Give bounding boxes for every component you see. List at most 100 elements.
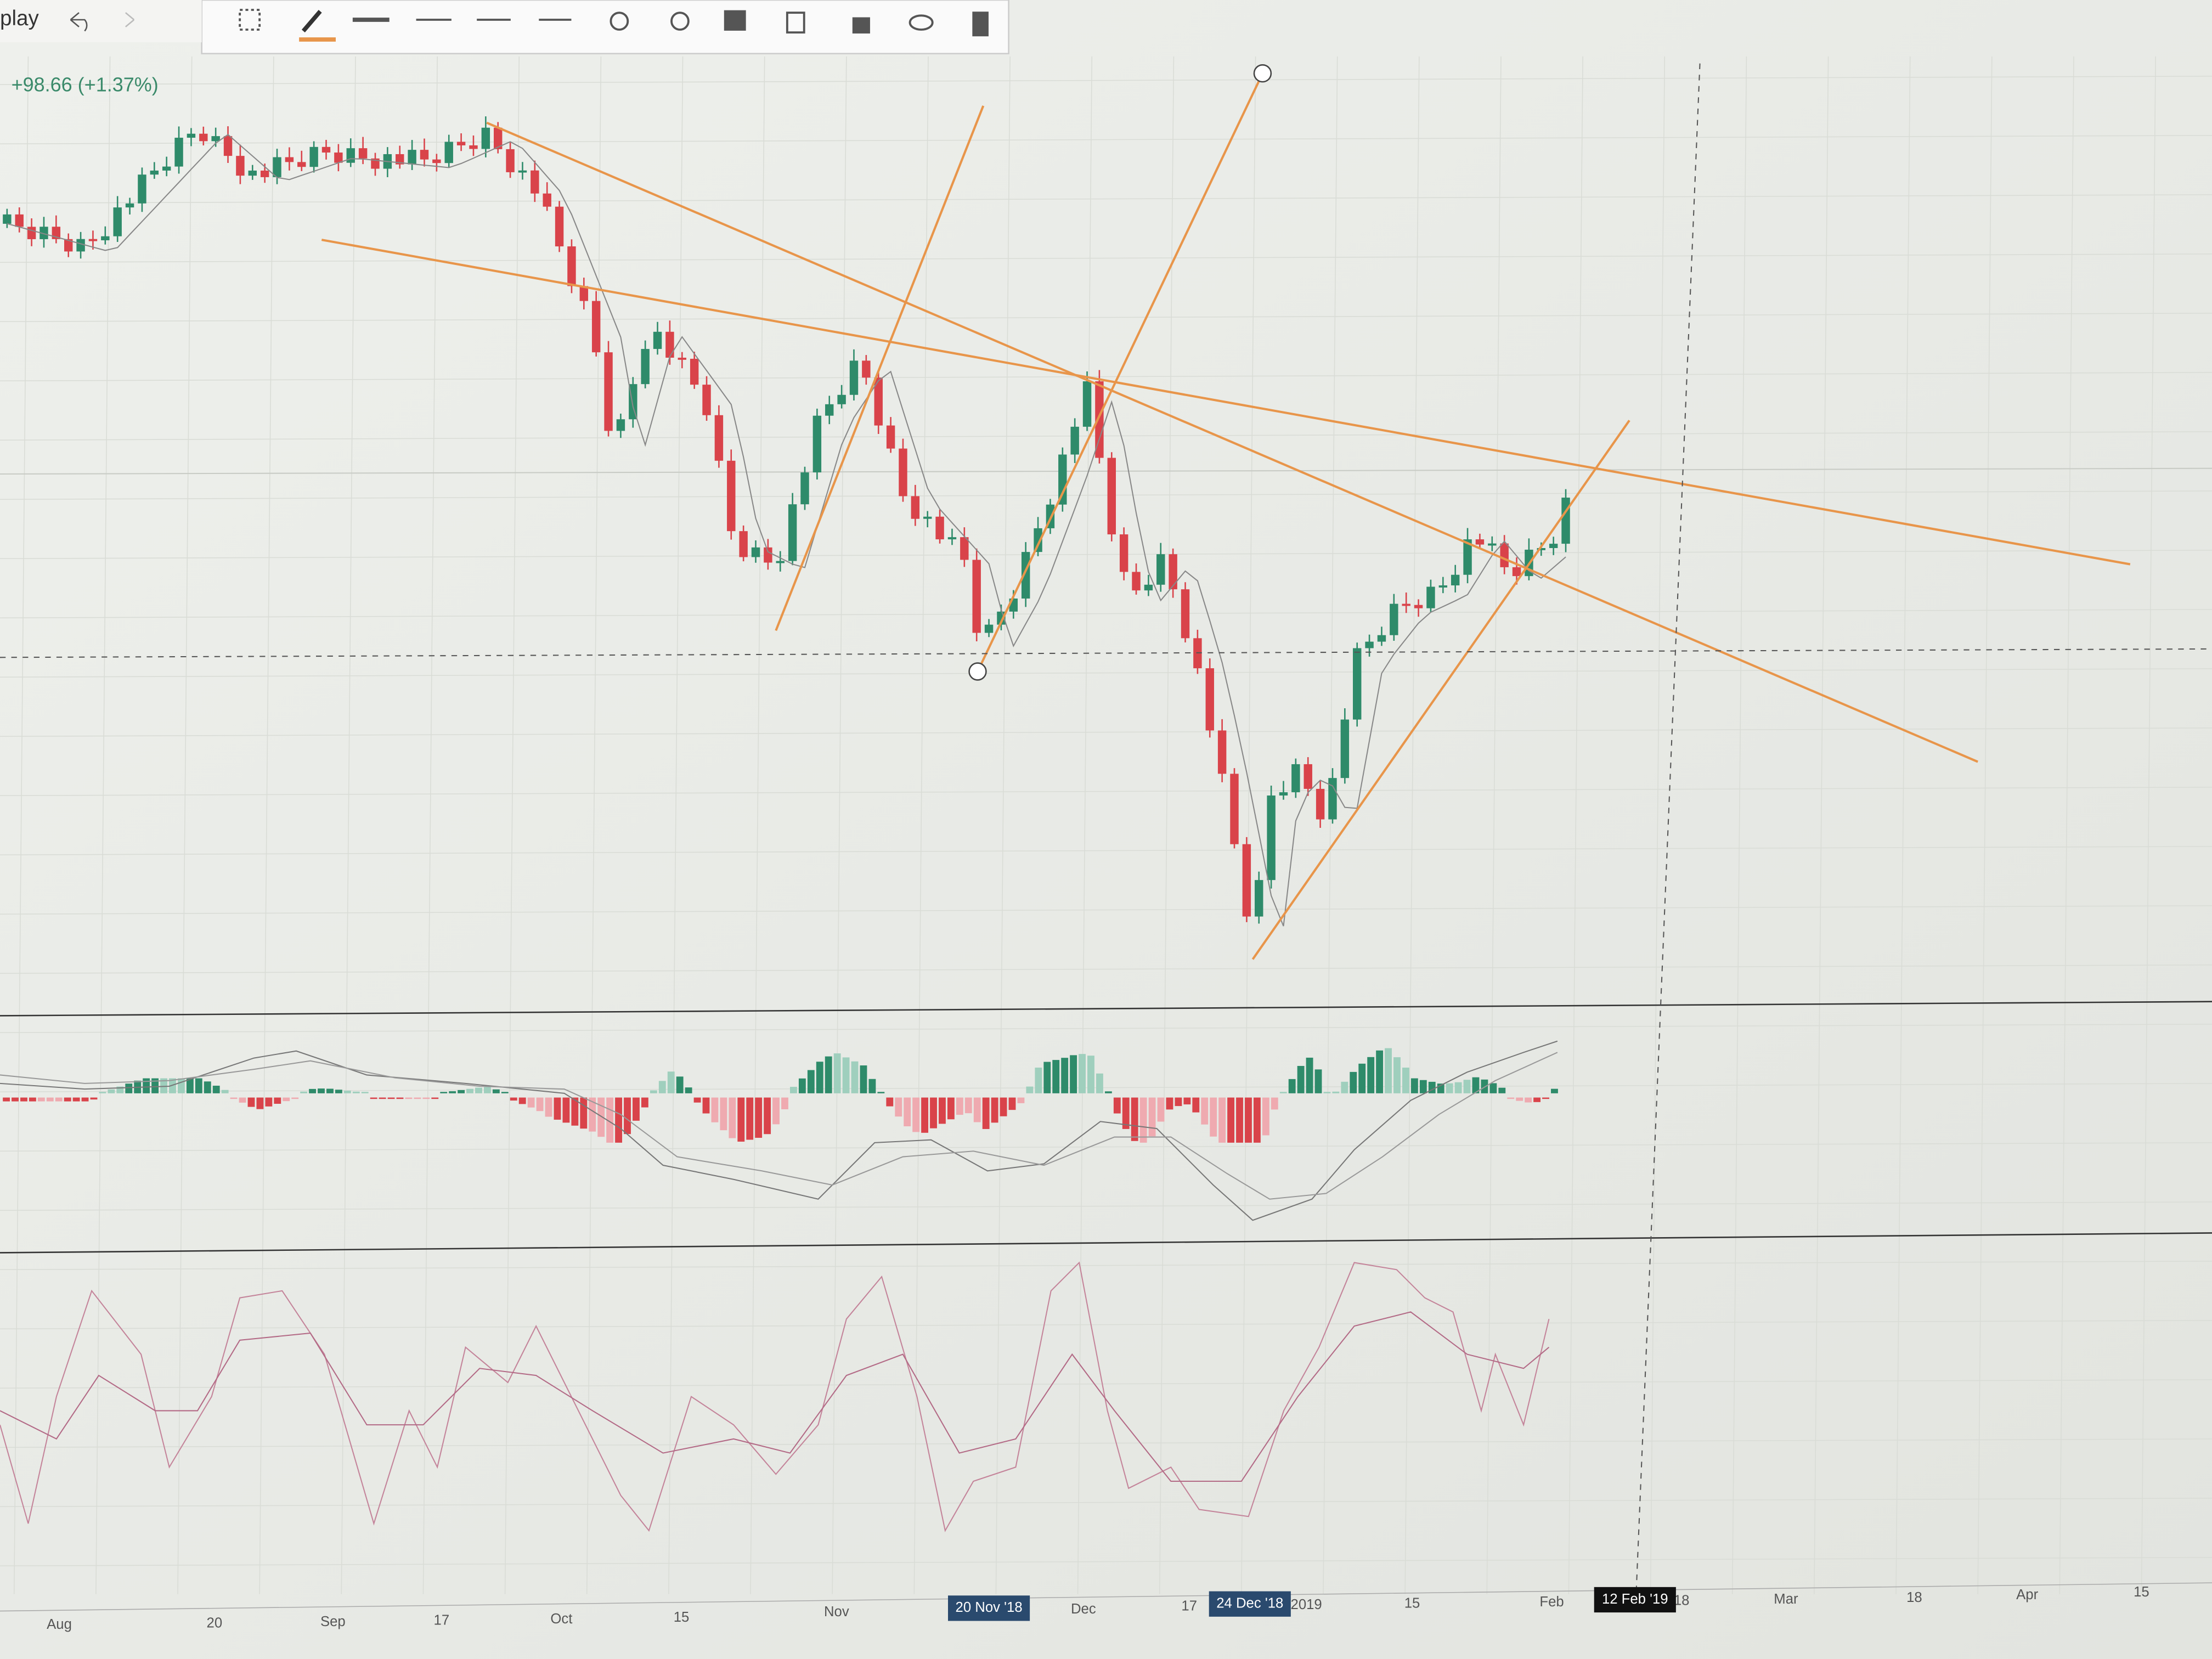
histogram-bar — [833, 1053, 841, 1093]
histogram-bar — [676, 1076, 684, 1093]
histogram-bar — [1008, 1097, 1016, 1110]
candle-body — [1402, 603, 1410, 606]
histogram-bar — [239, 1097, 246, 1103]
grid-line — [913, 56, 929, 1594]
grid-line — [0, 1261, 2212, 1271]
candle-body — [101, 236, 110, 240]
visibility-button[interactable] — [909, 14, 934, 31]
candle-body — [702, 385, 711, 415]
histogram-bar — [186, 1078, 194, 1093]
axis-line — [0, 1582, 2212, 1612]
delete-button[interactable] — [972, 12, 989, 37]
histogram-bar — [1385, 1048, 1392, 1093]
candle-body — [899, 448, 907, 496]
histogram-bar — [1166, 1097, 1173, 1110]
grid-line — [1895, 56, 1911, 1594]
settings-button[interactable] — [610, 12, 629, 31]
line-handle[interactable] — [968, 662, 987, 681]
histogram-bar — [379, 1097, 386, 1099]
histogram-bar — [1017, 1097, 1025, 1103]
crosshair-label-box — [948, 1595, 1030, 1621]
histogram-bar — [597, 1097, 605, 1137]
candle-body — [1377, 635, 1386, 642]
histogram-bar — [702, 1097, 710, 1114]
candle-body — [788, 504, 797, 561]
histogram-bar — [37, 1097, 45, 1102]
toolbar-icons — [239, 9, 989, 42]
candle-body — [1426, 586, 1435, 608]
histogram-bar — [1446, 1083, 1453, 1093]
trend-line[interactable] — [1251, 420, 1630, 960]
candle-body — [1463, 539, 1472, 575]
histogram-bar — [501, 1092, 509, 1093]
histogram-bar — [1516, 1097, 1523, 1101]
histogram-bar — [615, 1097, 622, 1143]
candle-body — [972, 560, 981, 633]
redo-button[interactable] — [125, 12, 135, 27]
histogram-bar — [895, 1097, 902, 1117]
copy-button[interactable] — [786, 12, 805, 34]
histogram-bar — [868, 1079, 876, 1093]
histogram-bar — [1297, 1065, 1305, 1093]
grid-line — [668, 56, 684, 1594]
candle-body — [506, 149, 515, 172]
candle-body — [15, 214, 24, 227]
grid-line — [0, 668, 2212, 678]
histogram-bar — [685, 1087, 692, 1093]
histogram-bar — [1542, 1097, 1549, 1099]
histogram-bar — [265, 1097, 273, 1107]
histogram-bar — [12, 1097, 19, 1102]
histogram-bar — [160, 1078, 167, 1093]
moving-average — [7, 134, 1566, 927]
price-line — [0, 467, 2212, 475]
candle-body — [984, 624, 994, 633]
trend-line[interactable] — [486, 121, 1978, 763]
candle-body — [1316, 788, 1325, 820]
candle-body — [285, 157, 294, 162]
candle-body — [1169, 554, 1177, 590]
histogram-bar — [1253, 1097, 1261, 1143]
histogram-bar — [1201, 1097, 1209, 1125]
histogram-bar — [1419, 1080, 1427, 1093]
line-handle[interactable] — [1253, 64, 1272, 83]
histogram-bar — [851, 1061, 859, 1093]
candle-body — [1119, 534, 1128, 572]
candle-body — [64, 239, 73, 252]
histogram-bar — [930, 1097, 937, 1128]
candle-body — [714, 415, 724, 461]
candle-body — [764, 547, 772, 563]
x-tick-label: 15 — [2134, 1584, 2149, 1600]
fill-button[interactable] — [724, 10, 746, 31]
crosshair-label: 12 Feb '19 — [1602, 1592, 1668, 1607]
histogram-bar — [667, 1071, 675, 1093]
candle-body — [960, 537, 969, 560]
candle-body — [309, 146, 318, 167]
alert-button[interactable] — [670, 12, 690, 31]
histogram-bar — [81, 1097, 89, 1102]
histogram-bar — [221, 1090, 229, 1093]
candle-body — [223, 136, 233, 156]
trend-line[interactable] — [977, 72, 1264, 672]
histogram-bar — [886, 1097, 894, 1107]
grid-line — [0, 1201, 2212, 1211]
candles — [3, 116, 1570, 924]
menu-label[interactable]: play — [0, 7, 39, 30]
pen-tool[interactable] — [301, 10, 322, 33]
candle-body — [420, 150, 429, 160]
histogram-bar — [195, 1078, 202, 1093]
undo-button[interactable] — [70, 12, 88, 32]
trend-line[interactable] — [321, 239, 2131, 566]
histogram-bar — [1157, 1097, 1165, 1122]
candle-body — [494, 127, 503, 149]
grid — [0, 56, 2212, 1594]
histogram-bar — [1323, 1092, 1331, 1093]
candle-body — [88, 239, 98, 241]
histogram-bar — [964, 1097, 972, 1114]
select-tool[interactable] — [239, 9, 261, 31]
histogram-bar — [414, 1097, 421, 1099]
lock-button[interactable] — [852, 17, 870, 34]
trend-line[interactable] — [775, 105, 985, 631]
histogram-bar — [510, 1097, 517, 1101]
